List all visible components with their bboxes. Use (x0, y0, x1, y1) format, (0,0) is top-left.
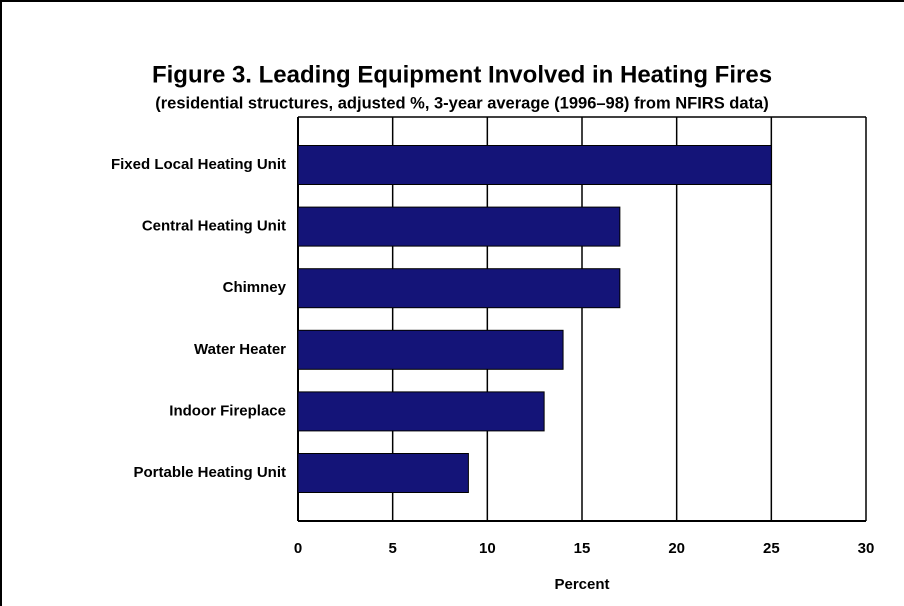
y-tick-label: Indoor Fireplace (169, 402, 286, 419)
x-tick-label: 20 (668, 540, 685, 557)
x-tick-label: 5 (388, 540, 396, 557)
bar (297, 391, 545, 432)
y-tick-label: Fixed Local Heating Unit (111, 156, 286, 173)
bar (297, 453, 469, 493)
x-tick-label: 25 (763, 540, 780, 557)
y-tick-label: Central Heating Unit (142, 218, 286, 235)
y-tick-label: Portable Heating Unit (133, 464, 286, 481)
y-tick-label: Water Heater (194, 341, 286, 358)
bar (297, 268, 621, 309)
chart-title: Figure 3. Leading Equipment Involved in … (152, 61, 772, 88)
x-tick-label: 10 (479, 540, 496, 557)
x-tick-label: 15 (574, 540, 591, 557)
y-tick-label: Chimney (223, 279, 287, 296)
bar (297, 145, 772, 185)
bar (297, 206, 621, 247)
x-tick-label: 30 (858, 540, 875, 557)
bar (297, 329, 564, 370)
chart-subtitle: (residential structures, adjusted %, 3-y… (155, 94, 768, 112)
x-tick-label: 0 (294, 540, 302, 557)
x-axis-label: Percent (554, 576, 609, 593)
